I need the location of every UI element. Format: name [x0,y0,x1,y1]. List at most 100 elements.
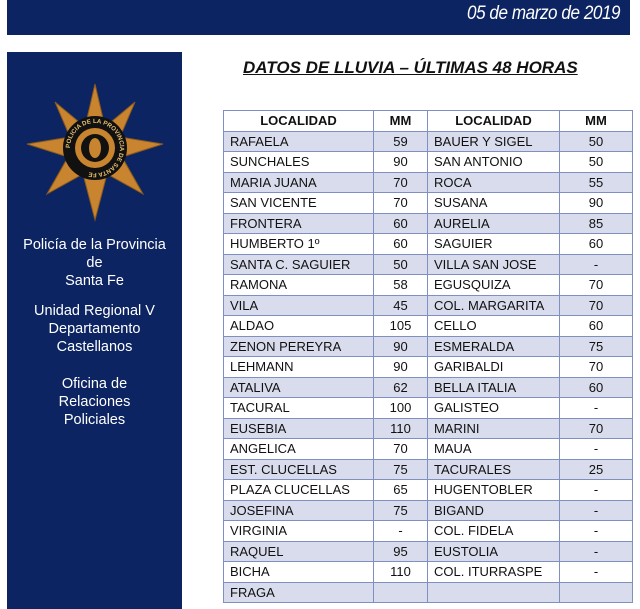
locality-name: ANGELICA [223,438,374,460]
rainfall-mm: 95 [373,540,428,562]
report-date: 05 de marzo de 2019 [466,3,621,24]
column-header: MM [373,110,428,132]
table-row: FRAGA [223,581,633,603]
locality-name: VIRGINIA [223,520,374,542]
rainfall-mm: 110 [373,561,428,583]
rainfall-mm: 50 [559,130,633,152]
table-row: SANTA C. SAGUIER 50 VILLA SAN JOSE - [223,253,633,275]
table-row: RAFAELA 59 BAUER Y SIGEL 50 [223,130,633,152]
locality-name: GARIBALDI [427,356,560,378]
locality-name: RAQUEL [223,540,374,562]
rainfall-mm: 60 [559,233,633,255]
rainfall-mm: 85 [559,212,633,234]
locality-name [427,581,560,603]
locality-name: MARINI [427,417,560,439]
police-badge-logo: POLICIA DE LA PROVINCIA DE SANTA FE [26,83,164,222]
locality-name: BELLA ITALIA [427,376,560,398]
locality-name: COL. ITURRASPE [427,561,560,583]
locality-name: FRAGA [223,581,374,603]
locality-name: SAN ANTONIO [427,151,560,173]
table-row: ANGELICA 70 MAUA - [223,438,633,460]
office-line: Policiales [63,412,126,428]
locality-name: BIGAND [427,499,560,521]
rainfall-mm: 110 [373,417,428,439]
locality-name: BAUER Y SIGEL [427,130,560,152]
rainfall-mm: 90 [559,192,633,214]
rainfall-mm: - [559,499,633,521]
locality-name: TACURALES [427,458,560,480]
rainfall-table: LOCALIDAD MM LOCALIDAD MM RAFAELA 59 BAUER Y … [223,110,633,603]
table-row: VIRGINIA - COL. FIDELA - [223,520,633,542]
column-header: LOCALIDAD [427,110,560,132]
table-row: JOSEFINA 75 BIGAND - [223,499,633,521]
locality-name: SUSANA [427,192,560,214]
locality-name: EUSEBIA [223,417,374,439]
unit-line: Departamento [48,321,141,337]
table-row: SUNCHALES 90 SAN ANTONIO 50 [223,151,633,173]
locality-name: COL. FIDELA [427,520,560,542]
page-title: DATOS DE LLUVIA – ÚLTIMAS 48 HORAS [243,58,578,77]
rainfall-mm [373,581,428,603]
locality-name: EGUSQUIZA [427,274,560,296]
locality-name: VILA [223,294,374,316]
org-line: Policía de la Provincia [23,237,166,253]
table-row: HUMBERTO 1º 60 SAGUIER 60 [223,233,633,255]
column-header: LOCALIDAD [223,110,374,132]
rainfall-mm: 70 [373,171,428,193]
rainfall-mm: - [559,397,633,419]
table-row: SAN VICENTE 70 SUSANA 90 [223,192,633,214]
rainfall-mm: - [559,479,633,501]
rainfall-mm: 60 [373,212,428,234]
table-row: VILA 45 COL. MARGARITA 70 [223,294,633,316]
locality-name: LEHMANN [223,356,374,378]
locality-name: HUGENTOBLER [427,479,560,501]
locality-name: SAN VICENTE [223,192,374,214]
table-row: TACURAL 100 GALISTEO - [223,397,633,419]
unit-line: Unidad Regional V [34,303,155,319]
rainfall-mm: - [559,253,633,275]
rainfall-mm: - [559,540,633,562]
rainfall-mm: 70 [373,192,428,214]
table-row: MARIA JUANA 70 ROCA 55 [223,171,633,193]
locality-name: MARIA JUANA [223,171,374,193]
rainfall-mm: 45 [373,294,428,316]
locality-name: FRONTERA [223,212,374,234]
rainfall-mm: - [559,438,633,460]
rainfall-mm: 50 [373,253,428,275]
rainfall-mm: 75 [373,499,428,521]
table-row: RAQUEL 95 EUSTOLIA - [223,540,633,562]
table-row: BICHA 110 COL. ITURRASPE - [223,561,633,583]
rainfall-mm: 58 [373,274,428,296]
locality-name: ALDAO [223,315,374,337]
locality-name: SANTA C. SAGUIER [223,253,374,275]
rainfall-mm: 60 [559,315,633,337]
rainfall-mm: 25 [559,458,633,480]
rainfall-mm: 90 [373,335,428,357]
office-line: Relaciones [58,394,131,410]
locality-name: AURELIA [427,212,560,234]
rainfall-mm: 75 [559,335,633,357]
locality-name: GALISTEO [427,397,560,419]
table-row: PLAZA CLUCELLAS 65 HUGENTOBLER - [223,479,633,501]
locality-name: ESMERALDA [427,335,560,357]
rainfall-mm: 90 [373,356,428,378]
rainfall-mm: 55 [559,171,633,193]
locality-name: SAGUIER [427,233,560,255]
office-line: Oficina de [61,376,128,392]
table-row: EST. CLUCELLAS 75 TACURALES 25 [223,458,633,480]
table-row: LEHMANN 90 GARIBALDI 70 [223,356,633,378]
table-row: ALDAO 105 CELLO 60 [223,315,633,337]
rainfall-mm: 70 [559,274,633,296]
locality-name: VILLA SAN JOSE [427,253,560,275]
unit-line: Castellanos [56,339,133,355]
rainfall-mm [559,581,633,603]
table-header-row: LOCALIDAD MM LOCALIDAD MM [223,110,633,132]
table-row: EUSEBIA 110 MARINI 70 [223,417,633,439]
locality-name: RAFAELA [223,130,374,152]
rainfall-mm: 90 [373,151,428,173]
rainfall-mm: 60 [559,376,633,398]
locality-name: EUSTOLIA [427,540,560,562]
locality-name: RAMONA [223,274,374,296]
locality-name: ROCA [427,171,560,193]
rainfall-mm: 105 [373,315,428,337]
